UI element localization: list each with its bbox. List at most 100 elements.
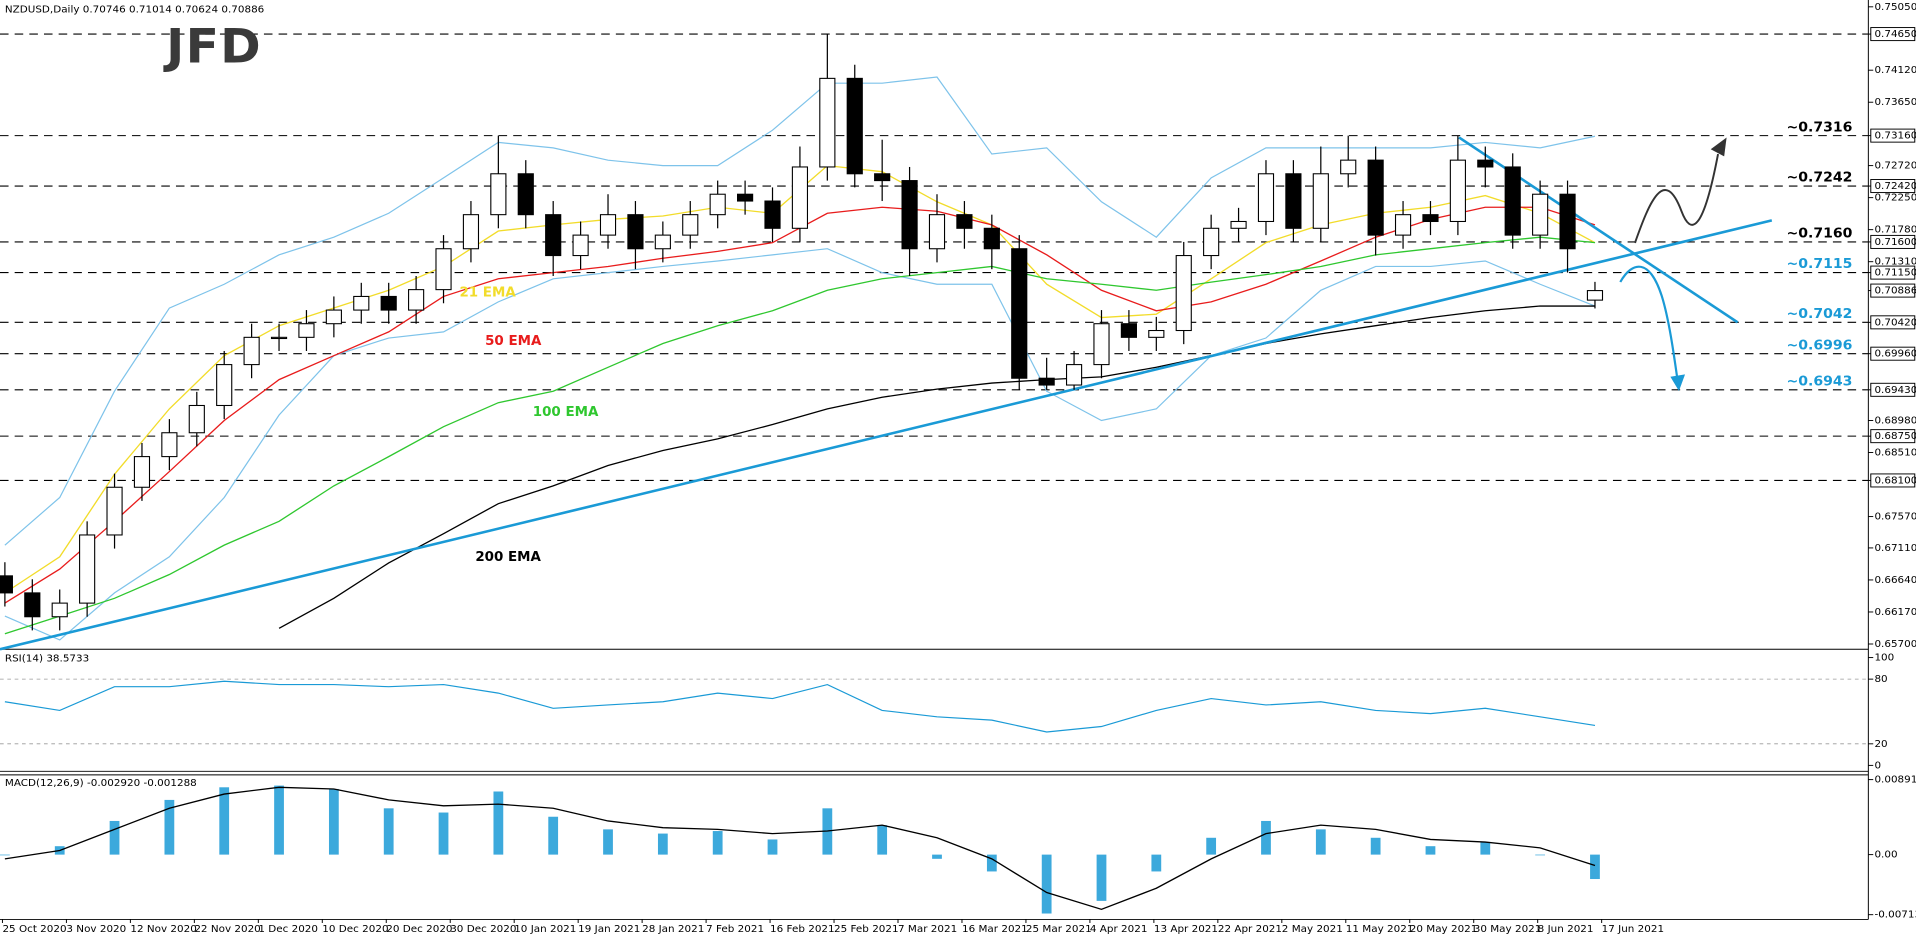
level-annotation: ~0.6996 — [1786, 338, 1852, 354]
bearish-path — [1619, 265, 1679, 382]
y-tick-label: 0.66640 — [1874, 575, 1916, 586]
ema-label: 100 EMA — [533, 405, 599, 420]
y-tick-label: 0.71310 — [1874, 257, 1916, 268]
y-tick-label: 0.68510 — [1874, 448, 1916, 459]
price-box — [1870, 429, 1916, 444]
candle-body — [1532, 193, 1549, 236]
ema-label: 21 EMA — [459, 286, 516, 301]
y-tick-label: 0.68980 — [1874, 416, 1916, 427]
macd-bar — [1590, 854, 1600, 880]
x-tick-label: 25 Feb 2021 — [834, 924, 899, 935]
y-tick-label: 0.65700 — [1874, 639, 1916, 650]
x-tick-label: 25 Mar 2021 — [1026, 924, 1092, 935]
candle-body — [380, 295, 397, 311]
x-tick-label: 20 May 2021 — [1410, 924, 1478, 935]
price-box — [1870, 346, 1916, 361]
candle-body — [1011, 248, 1028, 379]
macd-bar — [712, 831, 723, 855]
y-tick-label: 0.68100 — [1874, 476, 1916, 487]
x-tick-label: 16 Mar 2021 — [962, 924, 1028, 935]
macd-bar — [1096, 854, 1107, 901]
y-tick-label: 0.71600 — [1874, 237, 1916, 248]
macd-signal — [4, 786, 1596, 911]
x-tick-label: 13 Apr 2021 — [1154, 924, 1218, 935]
x-tick-label: 30 May 2021 — [1474, 924, 1542, 935]
y-tick-label: 0.67570 — [1874, 512, 1916, 523]
y-tick-label: 0.73160 — [1874, 131, 1916, 142]
candle-body — [1367, 159, 1384, 236]
candle-body — [874, 173, 891, 182]
macd-bar — [657, 833, 668, 855]
price-box — [1870, 382, 1916, 397]
x-tick-label: 10 Dec 2020 — [322, 924, 388, 935]
macd-bar — [219, 787, 230, 855]
candle-body — [599, 214, 617, 236]
macd-bar — [548, 816, 559, 855]
candle-body — [161, 432, 178, 458]
rsi-header: RSI(14) 38.5733 — [5, 654, 89, 665]
macd-bar — [274, 785, 284, 855]
x-tick-label: 3 Nov 2020 — [66, 924, 126, 935]
candle-body — [106, 486, 123, 536]
x-tick-label: 12 Nov 2020 — [130, 924, 196, 935]
y-tick-label: 0.70886 — [1874, 286, 1916, 297]
x-tick-label: 11 May 2021 — [1346, 924, 1414, 935]
level-annotation: ~0.7160 — [1786, 226, 1852, 242]
candle-body — [709, 193, 726, 216]
macd-bar — [932, 854, 942, 859]
x-tick-label: 28 Jan 2021 — [642, 924, 704, 935]
candle-body — [79, 534, 96, 604]
candle-body — [1422, 214, 1439, 223]
level-annotation: ~0.6943 — [1786, 374, 1852, 390]
candle-body — [24, 592, 41, 618]
y-tick-label: 0.71150 — [1874, 268, 1916, 279]
macd-bar — [493, 791, 504, 855]
y-tick-label: 0.73650 — [1874, 97, 1916, 108]
candle-body — [737, 193, 754, 202]
macd-bar — [767, 839, 778, 855]
macd-bar — [986, 854, 997, 872]
symbol-header: NZDUSD,Daily 0.70746 0.71014 0.70624 0.7… — [5, 5, 264, 16]
candle-body — [1065, 364, 1083, 386]
y-tick-label: 0.72250 — [1874, 193, 1916, 204]
macd-bar — [328, 788, 339, 855]
candle-body — [1120, 323, 1137, 338]
candle-body — [325, 309, 342, 325]
macd-bar — [438, 812, 449, 855]
candle-body — [654, 234, 671, 250]
x-tick-label: 1 Dec 2020 — [258, 924, 318, 935]
candle-body — [1230, 220, 1247, 229]
y-tick-label: 0.69430 — [1874, 385, 1916, 396]
candle-body — [1504, 166, 1521, 236]
x-tick-label: 17 Jun 2021 — [1602, 924, 1664, 935]
y-tick-label: 80 — [1874, 674, 1887, 685]
candle-body — [1340, 159, 1357, 175]
y-tick-label: 0.00 — [1874, 850, 1897, 861]
candle-body — [928, 214, 946, 250]
bullish-path — [1634, 153, 1720, 244]
candle-body — [764, 200, 781, 229]
macd-bar — [1535, 854, 1546, 856]
candle-body — [627, 214, 644, 250]
macd-header: MACD(12,26,9) -0.002920 -0.001288 — [5, 778, 197, 789]
x-tick-label: 22 Nov 2020 — [194, 924, 260, 935]
candle-body — [51, 602, 68, 618]
x-tick-label: 8 Jun 2021 — [1538, 924, 1594, 935]
y-tick-label: 20 — [1874, 739, 1887, 750]
candle-body — [983, 227, 1000, 250]
x-tick-label: 4 Apr 2021 — [1090, 924, 1148, 935]
macd-bar — [877, 825, 888, 855]
candle-body — [682, 214, 699, 236]
x-tick-label: 30 Dec 2020 — [450, 924, 516, 935]
rsi-line — [4, 680, 1596, 733]
price-box — [1870, 473, 1916, 488]
arrow-head — [1670, 374, 1686, 391]
candle-body — [133, 456, 151, 488]
macd-bar — [1370, 837, 1381, 855]
candle-body — [490, 173, 507, 216]
y-tick-label: 0.66170 — [1874, 607, 1916, 618]
ema-line — [278, 305, 1595, 629]
macd-bar — [1425, 846, 1436, 855]
ema-label: 50 EMA — [485, 334, 542, 349]
